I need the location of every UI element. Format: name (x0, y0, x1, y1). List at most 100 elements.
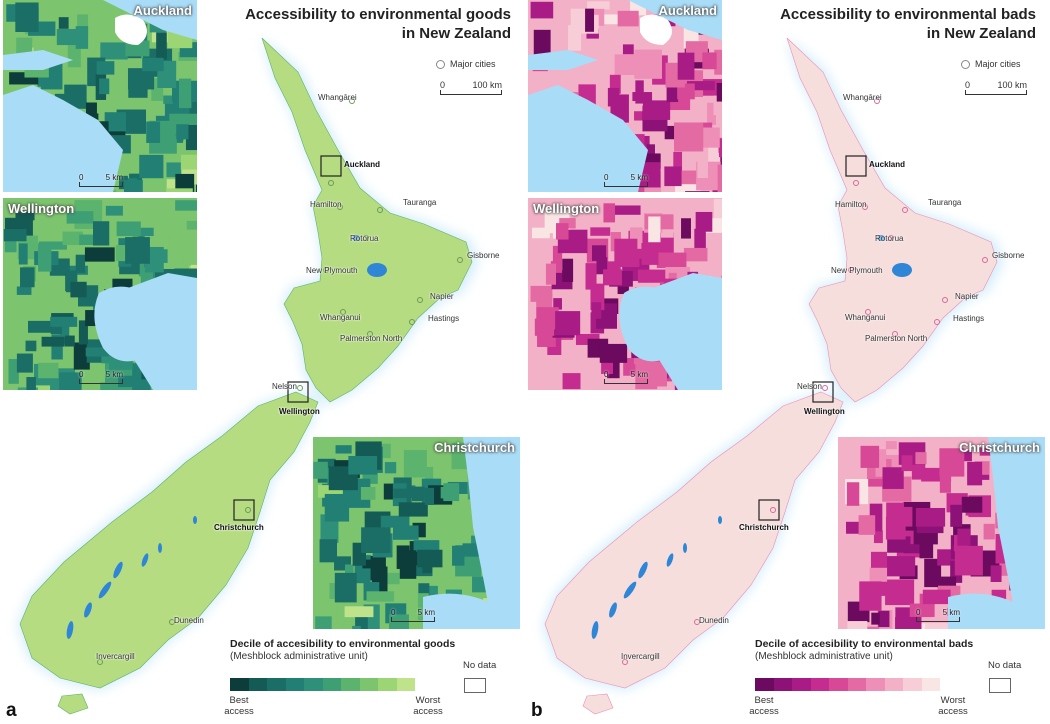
inset-meshblock (104, 112, 126, 132)
legend-best-label: Best access (749, 695, 779, 717)
inset-christchurch-scale: 0 5 km (391, 608, 435, 622)
title-line-1: Accessibility to environmental bads (780, 6, 1036, 23)
inset-meshblock (424, 487, 434, 505)
scale-bar-line (440, 90, 502, 95)
scale-bar-line (965, 90, 1027, 95)
city-dunedin: Dunedin (174, 616, 204, 625)
city-ring-icon (961, 59, 970, 69)
inset-meshblock (166, 188, 193, 192)
inset-meshblock (961, 496, 983, 513)
inset-meshblock (146, 121, 161, 143)
scale-end: 100 km (997, 80, 1027, 90)
city-dunedin: Dunedin (699, 616, 729, 625)
inset-scale-start: 0 (604, 173, 609, 182)
inset-meshblock (674, 122, 704, 152)
inset-meshblock (132, 116, 142, 127)
legend-swatch-decile-10 (396, 678, 415, 691)
inset-meshblock (59, 323, 70, 345)
panel-letter: a (6, 700, 17, 721)
city-gisborne: Gisborne (992, 251, 1025, 260)
inset-meshblock (440, 486, 460, 499)
inset-scale-line (604, 182, 648, 187)
map-canvas (18, 37, 478, 715)
inset-meshblock (175, 173, 195, 192)
inset-meshblock (352, 625, 361, 629)
inset-water (528, 50, 598, 70)
inset-meshblock (105, 205, 123, 216)
inset-meshblock (392, 525, 419, 540)
inset-meshblock (41, 336, 65, 347)
major-city-markers (97, 98, 463, 665)
legend-worst-label: Worst access (938, 695, 968, 717)
inset-meshblock (66, 211, 94, 224)
inset-cloud-patch (640, 14, 672, 45)
inset-scale-start: 0 (79, 173, 84, 182)
city-palmerston-north: Palmerston North (340, 334, 403, 343)
inset-meshblock (185, 124, 197, 151)
legend-swatches (230, 678, 415, 691)
legend: Decile of accesibility to environmental … (749, 638, 1045, 717)
inset-christchurch: Christchurch 0 5 km (838, 437, 1045, 629)
map-title: Accessibility to environmental bads in N… (780, 5, 1036, 43)
inset-meshblock (685, 191, 710, 192)
wellington-locator-box (287, 381, 309, 403)
inset-meshblock (617, 279, 629, 295)
inset-meshblock (534, 318, 555, 336)
inset-wellington-scale: 0 5 km (604, 370, 648, 384)
inset-meshblock (717, 164, 722, 192)
north-island (786, 37, 998, 403)
inset-meshblock (118, 375, 135, 388)
christchurch-locator-box (758, 499, 780, 521)
legend-no-data-swatch (464, 678, 486, 693)
inset-water (94, 286, 159, 362)
inset-scale-end: 5 km (417, 608, 435, 617)
legend-swatches (755, 678, 940, 691)
city-whanganui: Whanganui (320, 313, 361, 322)
inset-meshblock (870, 551, 887, 568)
inset-meshblock (957, 528, 971, 546)
inset-meshblock (65, 335, 75, 347)
inset-scale-line (79, 182, 123, 187)
inset-meshblock (915, 452, 927, 465)
lakes (66, 235, 387, 639)
major-cities-key: Major cities (436, 59, 496, 69)
inset-meshblock (313, 461, 328, 479)
inset-meshblock (329, 623, 344, 629)
inset-meshblock (587, 1, 610, 10)
inset-meshblock (50, 325, 62, 335)
city-gisborne: Gisborne (467, 251, 500, 260)
inset-meshblock (702, 52, 717, 70)
inset-meshblock (878, 610, 890, 628)
legend-subtitle: (Meshblock administrative unit) (230, 651, 368, 662)
inset-meshblock (163, 95, 173, 104)
city-rotorua: Rotorua (875, 234, 904, 243)
legend-swatch-decile-8 (884, 678, 903, 691)
inset-meshblock (78, 320, 88, 345)
inset-meshblock (123, 179, 143, 192)
inset-meshblock (550, 245, 563, 273)
inset-meshblock (882, 467, 904, 489)
inset-auckland-scale: 0 5 km (604, 173, 648, 187)
auckland-locator-box (845, 155, 867, 177)
city-invercargill: Invercargill (621, 652, 660, 661)
title-line-2: in New Zealand (926, 25, 1036, 42)
inset-meshblock (887, 536, 911, 553)
inset-meshblock (713, 198, 722, 219)
inset-auckland: Auckland 0 5 km (528, 0, 722, 192)
inset-meshblock (666, 86, 679, 103)
main-scale-bar: 0 100 km (440, 80, 502, 95)
major-cities-key: Major cities (961, 59, 1021, 69)
legend-swatch-decile-3 (267, 678, 286, 691)
inset-meshblock (37, 68, 47, 87)
inset-meshblock (871, 612, 880, 625)
inset-meshblock (127, 68, 155, 90)
city-tauranga: Tauranga (928, 198, 962, 207)
inset-meshblock (189, 108, 197, 119)
inset-meshblock (15, 2, 39, 32)
title-line-2: in New Zealand (401, 25, 511, 42)
inset-meshblock (42, 200, 66, 214)
inset-meshblock (84, 247, 115, 262)
inset-meshblock (176, 124, 189, 140)
inset-scale-start: 0 (916, 608, 921, 617)
inset-meshblock (622, 44, 634, 55)
